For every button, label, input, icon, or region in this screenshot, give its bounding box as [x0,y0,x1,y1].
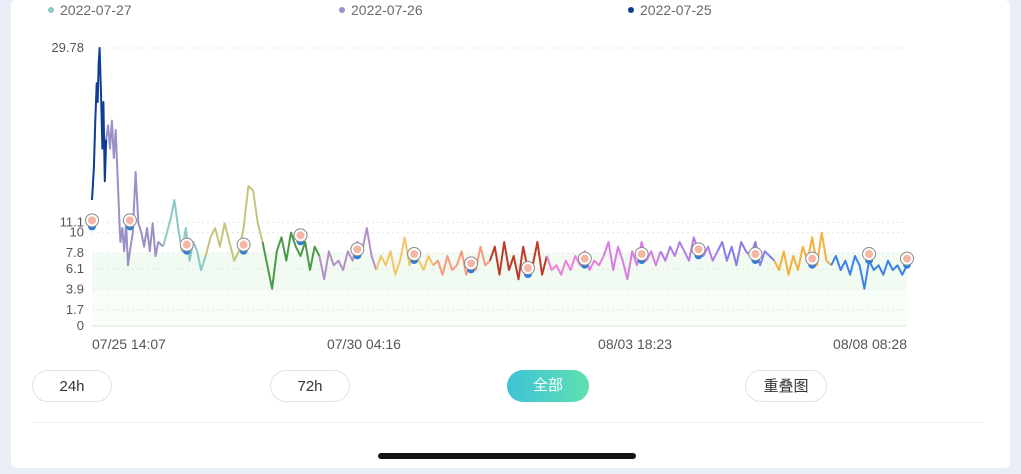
event-marker-fill [353,245,362,254]
series-line [91,47,108,201]
event-marker-fill [467,259,476,268]
event-marker-fill [88,216,96,225]
legend-label: 2022-07-27 [60,2,132,18]
event-marker-fill [694,245,703,254]
series-line [602,241,662,281]
range-all-button[interactable]: 全部 [507,370,589,402]
legend-item: 2022-07-27 [48,2,132,18]
y-tick-label: 10 [70,225,84,240]
y-tick-label: 11.1 [60,214,84,229]
event-marker-fill [865,249,874,258]
range-72h-button[interactable]: 72h [270,370,350,402]
event-marker-fill [580,254,589,263]
event-marker-fill [296,231,305,240]
series-line [375,236,435,276]
y-tick-label: 0 [77,318,84,333]
chart-legend: 2022-07-27 2022-07-26 2022-07-25 [0,2,1021,20]
series-line [659,236,719,262]
y-tick-label: 1.7 [66,302,84,317]
event-marker-fill [182,240,191,249]
legend-label: 2022-07-26 [351,2,423,18]
home-indicator[interactable] [378,453,636,459]
event-marker-fill [903,254,911,263]
series-line [489,241,548,281]
series-line [432,245,491,276]
legend-label: 2022-07-25 [640,2,712,18]
y-tick-label: 6.1 [66,261,84,276]
y-tick-label: 29.78 [51,40,84,55]
series-line [318,227,378,281]
x-tick-label: 07/30 04:16 [327,336,401,352]
range-button-row: 24h 72h 全部 重叠图 [0,370,1021,404]
series-line [773,231,832,276]
legend-swatch [48,7,54,13]
event-marker-fill [125,216,134,225]
event-marker-fill [523,263,532,272]
y-tick-label: 3.9 [66,282,84,297]
event-marker-fill [808,254,817,263]
legend-swatch [628,7,634,13]
low-range-band [92,289,907,326]
event-marker-fill [637,249,646,258]
event-marker-fill [410,249,419,258]
x-tick-label: 08/08 08:28 [833,336,907,352]
series-line [128,171,164,257]
overlay-chart-button[interactable]: 重叠图 [745,370,827,402]
series-line [261,231,321,290]
series-line [105,119,131,267]
legend-item: 2022-07-26 [339,2,423,18]
event-marker-fill [751,249,760,258]
glucose-line-chart: 29.78 11.110 7.86.1 3.9 1.70 07/25 14:07 07/30… [51,40,914,352]
legend-item: 2022-07-25 [628,2,712,18]
x-tick-label: 07/25 14:07 [92,336,166,352]
series-line [545,250,605,276]
legend-swatch [339,7,345,13]
y-tick-label: 7.8 [66,245,84,260]
x-tick-label: 08/03 18:23 [598,336,672,352]
divider [32,422,984,423]
event-marker-fill [239,240,248,249]
range-24h-button[interactable]: 24h [32,370,112,402]
series-line [716,241,776,267]
series-line [204,185,264,262]
